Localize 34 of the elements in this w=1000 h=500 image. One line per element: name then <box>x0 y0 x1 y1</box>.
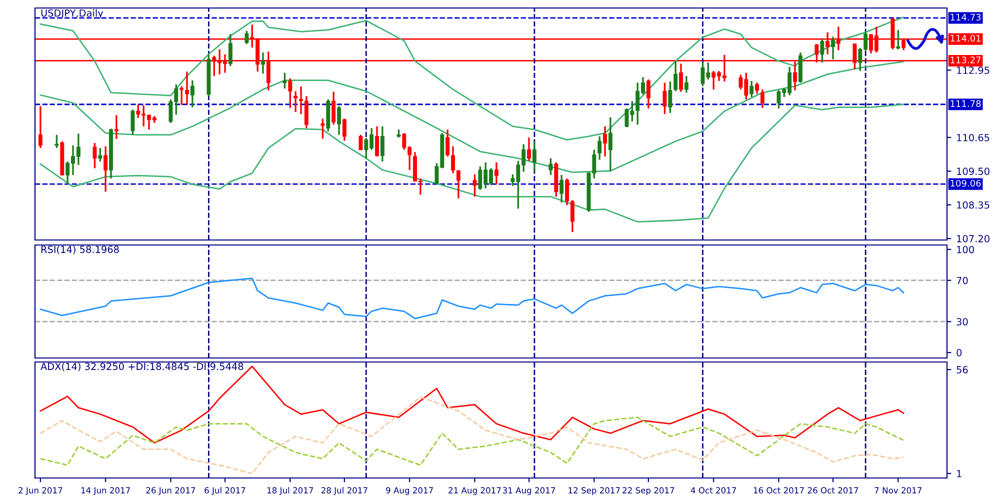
y-tick-label: 56 <box>956 366 968 374</box>
x-tick-label: 6 Jul 2017 <box>204 487 246 496</box>
ref-line-label: 114.73 <box>950 14 981 21</box>
y-tick-label: 100 <box>957 246 974 254</box>
x-tick-label: 31 Aug 2017 <box>502 487 555 496</box>
x-tick-label: 9 Aug 2017 <box>386 487 433 496</box>
x-tick-label: 16 Oct 2017 <box>754 487 804 494</box>
x-tick-label: 18 Jul 2017 <box>267 487 314 496</box>
ref-line-label: 111.78 <box>950 100 981 107</box>
y-tick-label: 110.65 <box>957 134 990 142</box>
chart-title: ADX(14) 32.9250 +DI:18.4845 -DI:9.5448 <box>40 362 244 372</box>
x-tick-label: 22 Sep 2017 <box>622 487 674 496</box>
y-tick-label: 108.35 <box>957 201 990 209</box>
x-tick-label: 12 Sep 2017 <box>568 487 620 496</box>
ref-line-label: 114.01 <box>950 34 980 42</box>
y-tick-label: 107.20 <box>957 235 990 242</box>
ref-line-label: 109.06 <box>950 180 981 187</box>
x-tick-label: 26 Jun 2017 <box>146 487 196 496</box>
chart-title: USDJPY,Daily <box>41 9 104 19</box>
ref-line-label: 113.27 <box>950 56 981 64</box>
y-tick-label: 70 <box>956 276 968 284</box>
x-tick-label: 14 Jun 2017 <box>81 487 130 496</box>
x-tick-label: 26 Oct 2017 <box>808 487 858 494</box>
x-tick-label: 4 Oct 2017 <box>690 487 736 494</box>
y-tick-label: 1 <box>957 470 962 478</box>
y-tick-label: 112.95 <box>957 66 990 74</box>
chart-title: RSI(14) 58.1968 <box>41 246 119 254</box>
x-tick-label: 21 Aug 2017 <box>448 487 501 496</box>
x-tick-label: 7 Nov 2017 <box>874 487 922 494</box>
y-tick-label: 30 <box>956 318 968 326</box>
y-tick-label: 0 <box>956 349 962 356</box>
x-tick-label: 2 Jun 2017 <box>18 487 62 496</box>
x-tick-label: 28 Jul 2017 <box>321 487 368 496</box>
y-tick-label: 109.50 <box>957 168 990 175</box>
